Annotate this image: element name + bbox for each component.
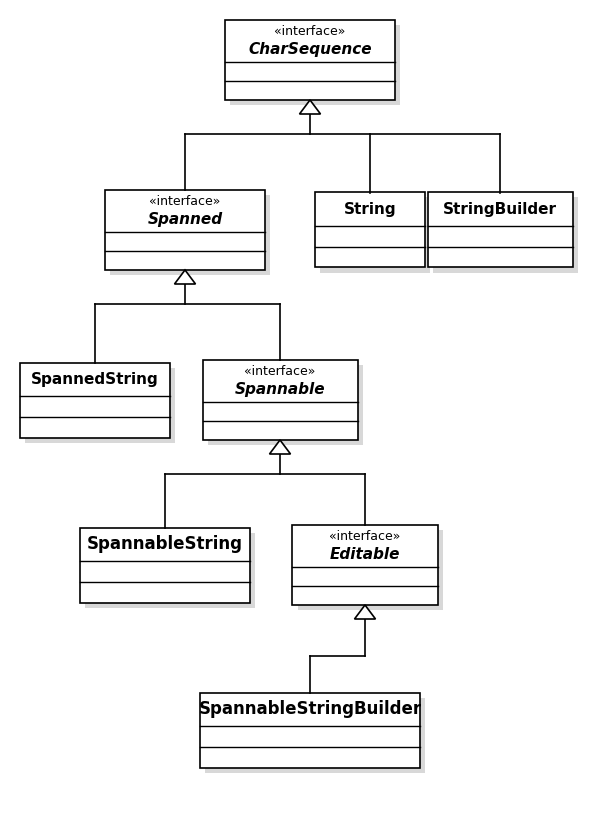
Bar xyxy=(105,190,265,270)
Bar xyxy=(433,198,577,272)
Text: CharSequence: CharSequence xyxy=(248,43,372,58)
Bar xyxy=(85,533,255,608)
Text: «interface»: «interface» xyxy=(244,365,316,378)
Bar xyxy=(80,528,250,603)
Text: «interface»: «interface» xyxy=(329,530,401,543)
Text: «interface»: «interface» xyxy=(149,195,221,208)
Polygon shape xyxy=(175,270,196,284)
Bar xyxy=(427,193,572,267)
Polygon shape xyxy=(355,605,376,619)
Bar xyxy=(25,367,175,443)
Bar xyxy=(298,530,443,610)
Bar xyxy=(203,360,358,440)
Bar xyxy=(110,195,270,275)
Polygon shape xyxy=(299,100,320,114)
Polygon shape xyxy=(269,440,290,454)
Bar xyxy=(208,365,362,445)
Text: SpannableStringBuilder: SpannableStringBuilder xyxy=(199,701,422,718)
Text: StringBuilder: StringBuilder xyxy=(443,202,557,217)
Bar xyxy=(205,697,425,772)
Text: Spanned: Spanned xyxy=(148,212,223,227)
Bar xyxy=(20,362,170,438)
Text: «interface»: «interface» xyxy=(274,25,346,38)
Bar xyxy=(230,25,400,105)
Text: Spannable: Spannable xyxy=(235,382,325,397)
Bar xyxy=(315,193,425,267)
Bar xyxy=(320,198,430,272)
Bar xyxy=(292,525,437,605)
Bar xyxy=(225,20,395,100)
Text: SpannableString: SpannableString xyxy=(87,535,243,554)
Text: String: String xyxy=(344,202,397,217)
Text: Editable: Editable xyxy=(330,548,400,563)
Text: SpannedString: SpannedString xyxy=(31,372,159,387)
Bar xyxy=(200,692,420,767)
